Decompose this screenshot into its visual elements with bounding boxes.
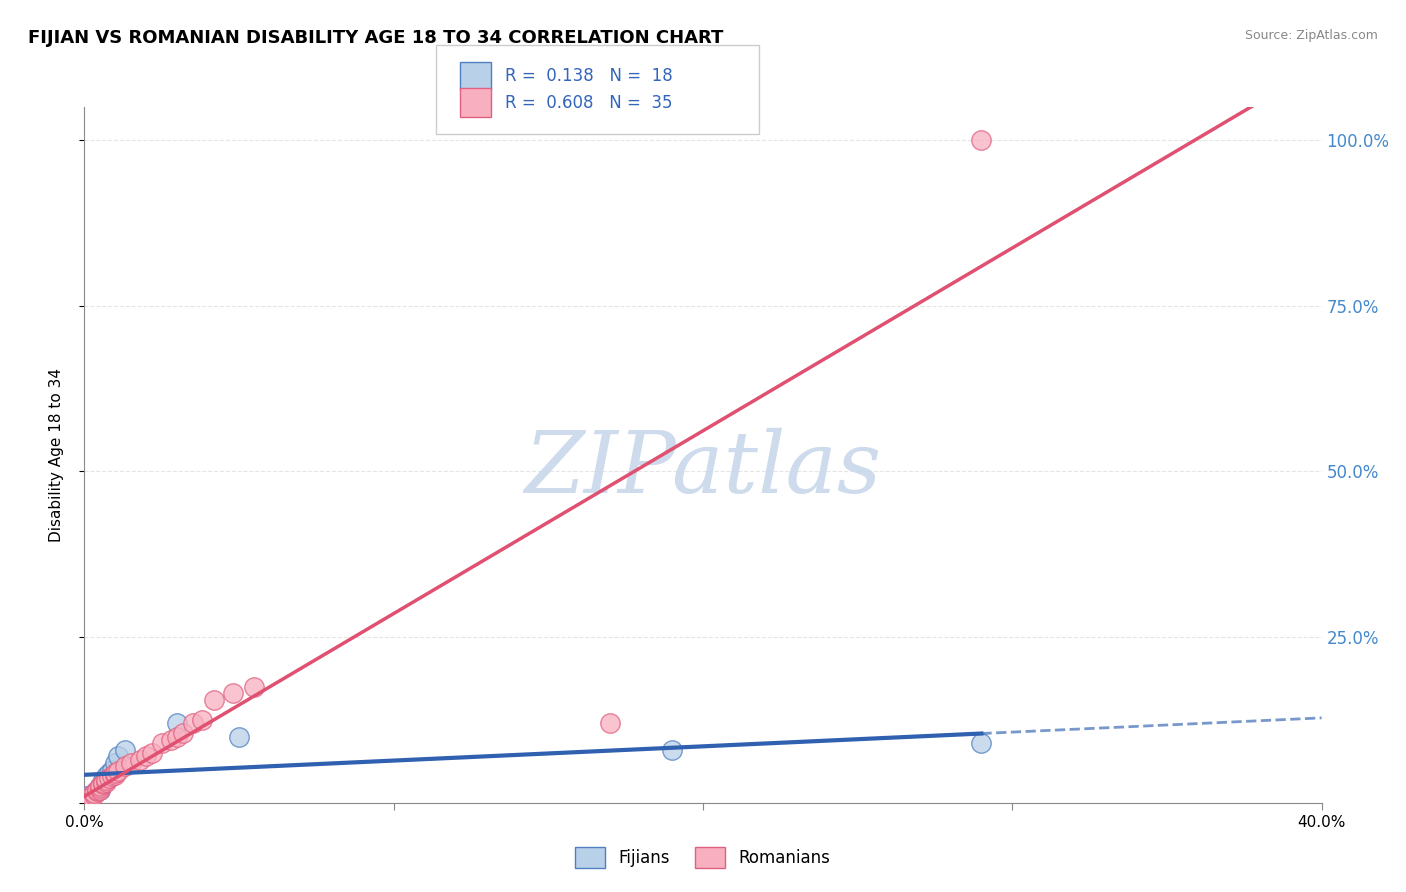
Text: R =  0.608   N =  35: R = 0.608 N = 35 <box>505 94 672 112</box>
Text: ZIPatlas: ZIPatlas <box>524 427 882 510</box>
Text: R =  0.138   N =  18: R = 0.138 N = 18 <box>505 67 672 85</box>
Y-axis label: Disability Age 18 to 34: Disability Age 18 to 34 <box>49 368 63 542</box>
Legend: Fijians, Romanians: Fijians, Romanians <box>569 841 837 874</box>
Text: Source: ZipAtlas.com: Source: ZipAtlas.com <box>1244 29 1378 43</box>
Text: FIJIAN VS ROMANIAN DISABILITY AGE 18 TO 34 CORRELATION CHART: FIJIAN VS ROMANIAN DISABILITY AGE 18 TO … <box>28 29 724 47</box>
